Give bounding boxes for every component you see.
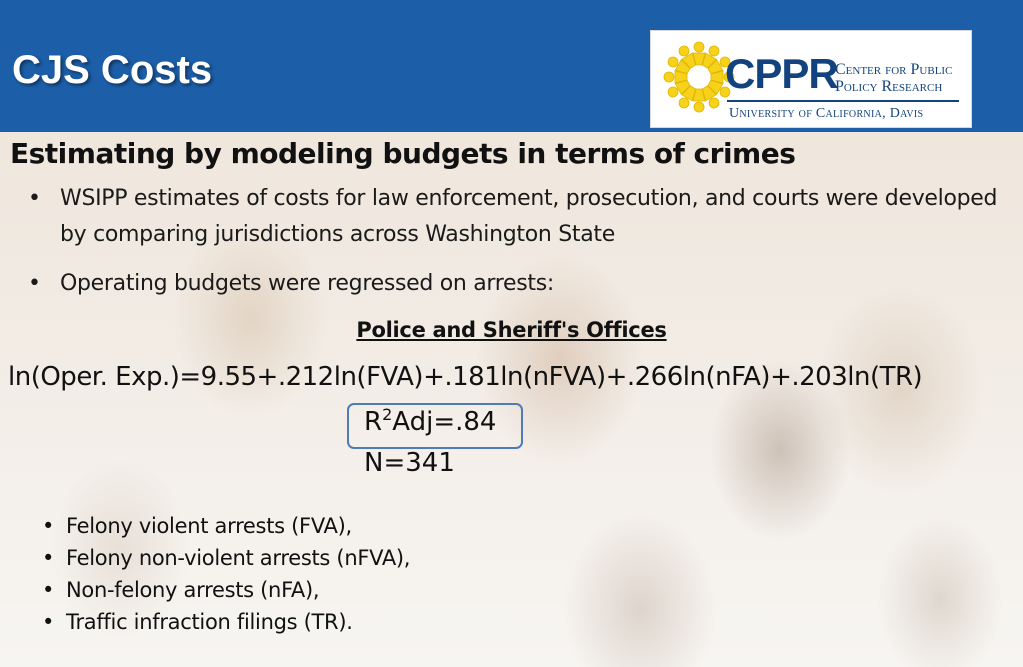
r2-prefix: R (364, 407, 383, 437)
bullet-list: WSIPP estimates of costs for law enforce… (28, 181, 998, 302)
r2-highlight-box (347, 403, 523, 449)
sample-size: N=341 (364, 448, 455, 478)
equation-heading: Police and Sheriff's Offices (356, 318, 667, 342)
logo-university: University of California, Davis (729, 106, 924, 121)
r2-superscript: 2 (382, 405, 393, 424)
logo-center-line1: Center for Public (835, 61, 953, 78)
cppr-logo: CPPR Center for Public Policy Research U… (650, 30, 972, 128)
sun-people-logo-icon (663, 41, 735, 113)
definition-item: Traffic infraction filings (TR). (42, 606, 410, 638)
bullet-item: WSIPP estimates of costs for law enforce… (28, 181, 998, 253)
bullet-item: Operating budgets were regressed on arre… (28, 266, 998, 302)
slide-subtitle: Estimating by modeling budgets in terms … (10, 137, 796, 170)
definition-item: Felony violent arrests (FVA), (42, 510, 410, 542)
definition-item: Non-felony arrests (nFA), (42, 574, 410, 606)
logo-divider (727, 100, 959, 102)
logo-center-line2: Policy Research (835, 78, 943, 95)
logo-center-name: Center for Public Policy Research (835, 61, 952, 95)
definition-item: Felony non-violent arrests (nFVA), (42, 542, 410, 574)
logo-acronym: CPPR (725, 50, 839, 97)
r2-suffix: Adj=.84 (392, 407, 497, 437)
r2-adjusted: R2Adj=.84 (364, 405, 496, 437)
header-bar: CJS Costs CPP (0, 0, 1023, 132)
page-title: CJS Costs (12, 48, 213, 92)
regression-equation: ln(Oper. Exp.)=9.55+.212ln(FVA)+.181ln(n… (8, 362, 923, 392)
variable-definitions: Felony violent arrests (FVA), Felony non… (42, 510, 410, 638)
